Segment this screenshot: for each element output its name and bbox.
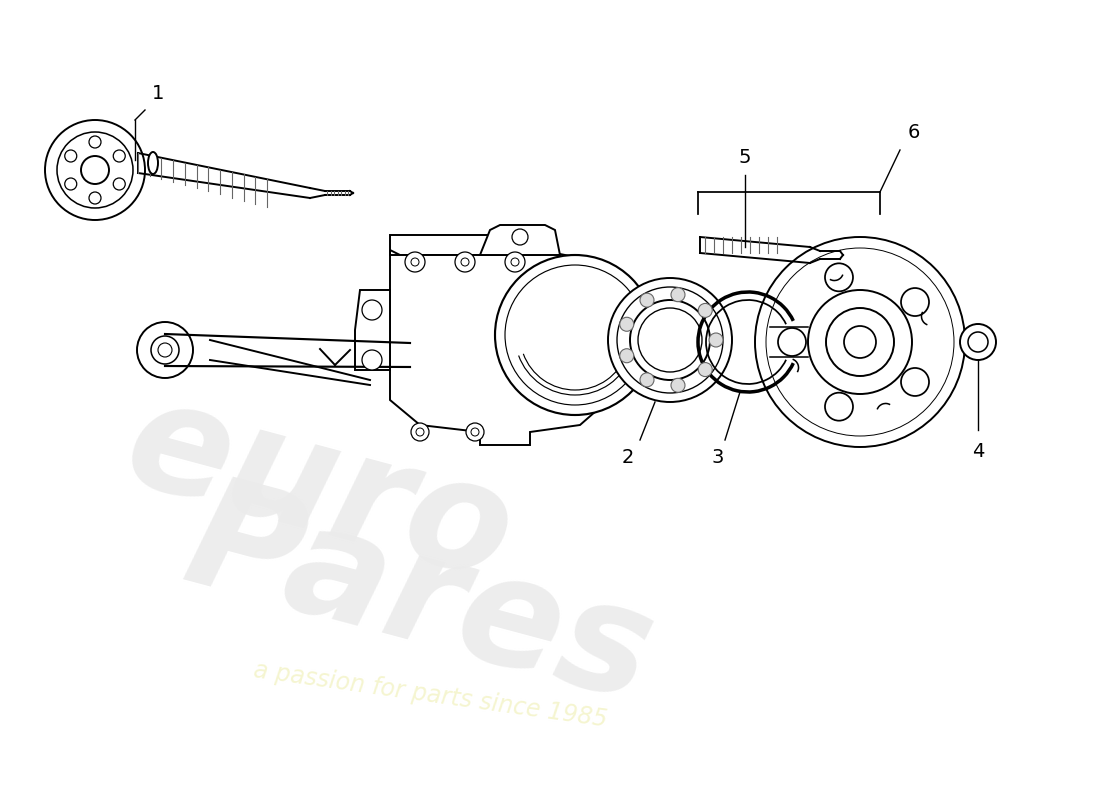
Circle shape xyxy=(901,288,930,316)
Circle shape xyxy=(671,288,685,302)
Circle shape xyxy=(455,252,475,272)
Circle shape xyxy=(45,120,145,220)
Text: 3: 3 xyxy=(712,448,724,467)
Text: 5: 5 xyxy=(739,148,751,167)
Circle shape xyxy=(960,324,996,360)
Circle shape xyxy=(766,248,954,436)
Circle shape xyxy=(362,300,382,320)
Circle shape xyxy=(113,178,125,190)
Text: euro: euro xyxy=(111,367,529,613)
Circle shape xyxy=(89,136,101,148)
Circle shape xyxy=(113,150,125,162)
Circle shape xyxy=(671,378,685,392)
Circle shape xyxy=(710,333,723,347)
Circle shape xyxy=(640,293,654,307)
Text: 6: 6 xyxy=(908,123,921,142)
Polygon shape xyxy=(355,290,390,370)
Circle shape xyxy=(638,308,702,372)
Circle shape xyxy=(411,258,419,266)
Circle shape xyxy=(362,350,382,370)
Circle shape xyxy=(808,290,912,394)
Circle shape xyxy=(825,393,852,421)
Circle shape xyxy=(901,368,930,396)
Circle shape xyxy=(57,132,133,208)
Circle shape xyxy=(505,252,525,272)
Circle shape xyxy=(826,308,894,376)
Circle shape xyxy=(416,428,424,436)
Circle shape xyxy=(619,318,634,331)
Circle shape xyxy=(466,423,484,441)
Circle shape xyxy=(755,237,965,447)
Circle shape xyxy=(65,150,77,162)
Circle shape xyxy=(825,263,852,291)
Ellipse shape xyxy=(148,152,158,174)
Circle shape xyxy=(81,156,109,184)
Circle shape xyxy=(698,303,712,318)
Circle shape xyxy=(471,428,478,436)
Circle shape xyxy=(461,258,469,266)
Text: 2: 2 xyxy=(621,448,635,467)
Circle shape xyxy=(778,328,806,356)
Circle shape xyxy=(138,322,192,378)
Polygon shape xyxy=(390,235,540,255)
Circle shape xyxy=(640,373,654,387)
Circle shape xyxy=(151,336,179,364)
Circle shape xyxy=(617,287,723,393)
Text: 4: 4 xyxy=(971,442,984,461)
Text: a passion for parts since 1985: a passion for parts since 1985 xyxy=(252,658,608,732)
Circle shape xyxy=(968,332,988,352)
Circle shape xyxy=(630,300,710,380)
Circle shape xyxy=(698,362,712,377)
Polygon shape xyxy=(390,250,620,445)
Circle shape xyxy=(608,278,732,402)
Circle shape xyxy=(405,252,425,272)
Text: Pares: Pares xyxy=(172,466,669,734)
Circle shape xyxy=(844,326,876,358)
Circle shape xyxy=(65,178,77,190)
Circle shape xyxy=(495,255,654,415)
Circle shape xyxy=(505,265,645,405)
Text: 1: 1 xyxy=(152,84,164,103)
Circle shape xyxy=(512,258,519,266)
Circle shape xyxy=(411,423,429,441)
Polygon shape xyxy=(480,225,560,255)
Circle shape xyxy=(619,349,634,362)
Circle shape xyxy=(512,229,528,245)
Circle shape xyxy=(158,343,172,357)
Circle shape xyxy=(89,192,101,204)
